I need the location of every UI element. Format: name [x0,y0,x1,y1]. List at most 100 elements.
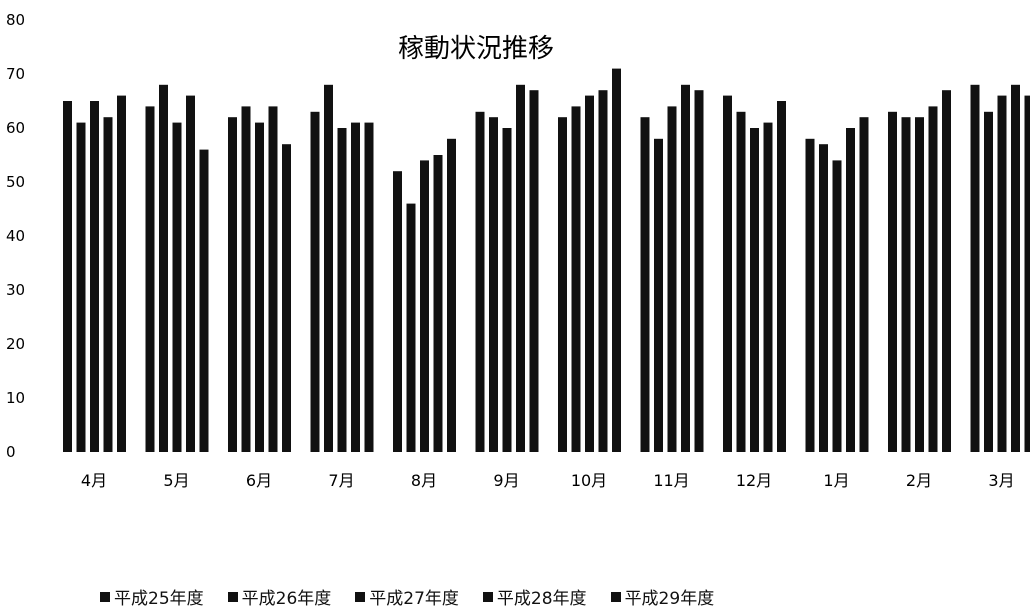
legend-swatch [611,592,621,602]
legend-swatch [355,592,365,602]
legend-item: 平成29年度 [611,584,715,609]
bar [117,96,126,452]
bar [971,85,980,452]
x-tick-label: 2月 [906,471,932,490]
bar [723,96,732,452]
x-tick-label: 12月 [736,471,772,490]
bar [90,101,99,452]
legend: 平成25年度 平成26年度 平成27年度 平成28年度 平成29年度 [100,584,714,609]
bar [806,139,815,452]
chart-title: 稼動状況推移 [398,34,554,64]
bar [104,117,113,452]
bar [269,106,278,452]
bar [159,85,168,452]
x-tick-label: 11月 [653,471,689,490]
legend-item: 平成26年度 [228,584,332,609]
y-tick-label: 50 [6,173,25,191]
bar [434,155,443,452]
bar [984,112,993,452]
bar [338,128,347,452]
legend-label: 平成27年度 [369,584,459,609]
bar [860,117,869,452]
bar [407,204,416,452]
bar [942,90,951,452]
bar [681,85,690,452]
bar [420,160,429,452]
bar [750,128,759,452]
bar [737,112,746,452]
bar [173,123,182,452]
bar [929,106,938,452]
legend-item: 平成28年度 [483,584,587,609]
bar [324,85,333,452]
legend-item: 平成25年度 [100,584,204,609]
bar [186,96,195,452]
bar [393,171,402,452]
bar [282,144,291,452]
bars [63,69,1030,452]
bar [641,117,650,452]
bar [447,139,456,452]
y-tick-label: 70 [6,65,25,83]
bar [599,90,608,452]
bar [764,123,773,452]
bar [516,85,525,452]
bar [228,117,237,452]
bar [200,150,209,452]
y-tick-label: 40 [6,227,25,245]
y-tick-label: 30 [6,281,25,299]
bar [888,112,897,452]
y-tick-label: 80 [6,11,25,29]
bar [612,69,621,452]
bar [365,123,374,452]
bar [585,96,594,452]
bar [503,128,512,452]
bar [572,106,581,452]
bar [668,106,677,452]
bar [242,106,251,452]
bar [915,117,924,452]
legend-label: 平成28年度 [497,584,587,609]
legend-swatch [228,592,238,602]
y-tick-label: 60 [6,119,25,137]
bar [146,106,155,452]
bar [530,90,539,452]
bar [819,144,828,452]
y-tick-label: 0 [6,443,16,461]
bar [558,117,567,452]
bar [351,123,360,452]
x-tick-label: 9月 [493,471,519,490]
y-tick-label: 20 [6,335,25,353]
bar [476,112,485,452]
legend-item: 平成27年度 [355,584,459,609]
bar [846,128,855,452]
bar [1011,85,1020,452]
x-tick-label: 3月 [988,471,1014,490]
legend-swatch [483,592,493,602]
y-axis-ticks: 0 10 20 30 40 50 60 70 80 [6,11,25,461]
legend-label: 平成26年度 [242,584,332,609]
y-tick-label: 10 [6,389,25,407]
bar [998,96,1007,452]
bar [489,117,498,452]
bar [654,139,663,452]
x-tick-label: 8月 [411,471,437,490]
legend-swatch [100,592,110,602]
bar [1025,96,1030,452]
bar [63,101,72,452]
bar [311,112,320,452]
bar [777,101,786,452]
legend-label: 平成29年度 [625,584,715,609]
x-tick-label: 5月 [163,471,189,490]
x-tick-label: 6月 [246,471,272,490]
bar [695,90,704,452]
x-tick-label: 1月 [823,471,849,490]
bar [902,117,911,452]
bar [833,160,842,452]
x-tick-label: 10月 [571,471,607,490]
legend-label: 平成25年度 [114,584,204,609]
bar [77,123,86,452]
x-tick-label: 7月 [328,471,354,490]
